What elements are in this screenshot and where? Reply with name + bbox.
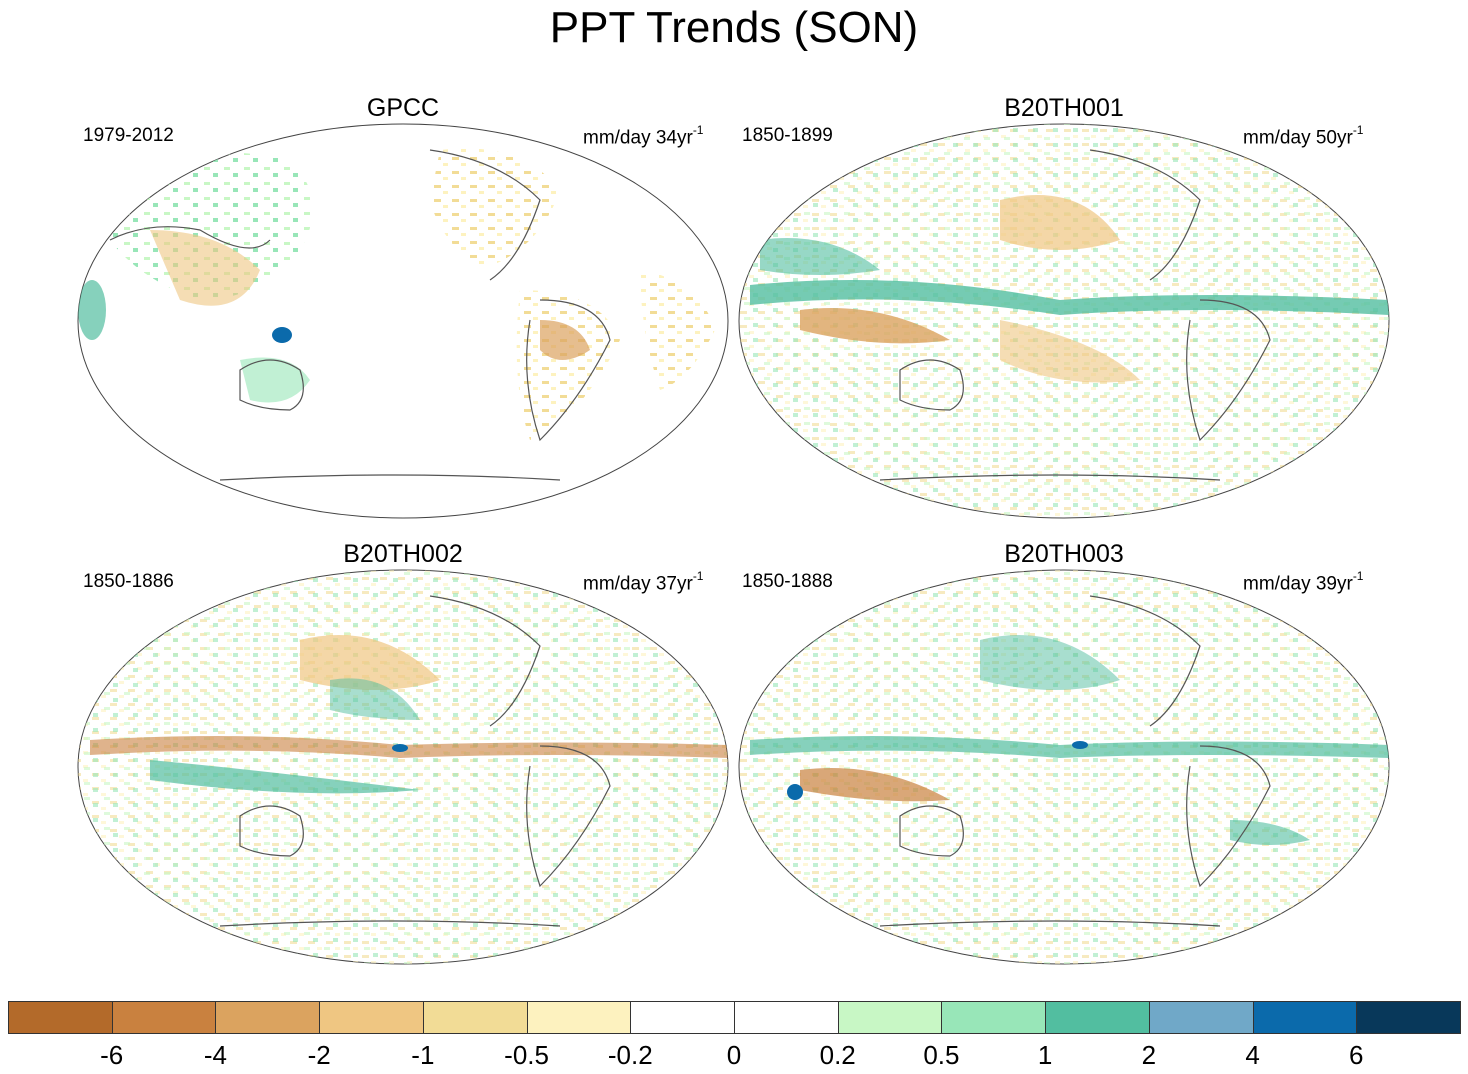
period-label: 1850-1899 bbox=[742, 125, 833, 146]
colorbar-tick-label: -0.5 bbox=[504, 1040, 549, 1070]
colorbar-tick-label: 2 bbox=[1141, 1040, 1157, 1070]
colorbar-box bbox=[111, 1001, 217, 1034]
unit-label: mm/day 34yr-1 bbox=[583, 123, 704, 149]
period-label: 1979-2012 bbox=[83, 125, 174, 146]
colorbar-box bbox=[8, 1001, 113, 1034]
precip-trend-field bbox=[739, 570, 1389, 964]
colorbar-box bbox=[1148, 1001, 1254, 1034]
colorbar-tick-label: -0.2 bbox=[607, 1040, 653, 1070]
period-label: 1850-1886 bbox=[83, 571, 174, 592]
colorbar-box bbox=[422, 1001, 528, 1034]
period-label: 1850-1888 bbox=[742, 571, 833, 592]
colorbar-box bbox=[526, 1001, 632, 1034]
colorbar-tick-label: 0 bbox=[726, 1040, 742, 1070]
colorbar-tick-label: 4 bbox=[1245, 1040, 1260, 1070]
colorbar-tick-label: -4 bbox=[203, 1040, 227, 1070]
map-panel-gpcc bbox=[77, 123, 729, 519]
precip-trend-field bbox=[78, 570, 728, 964]
coastlines bbox=[109, 149, 611, 481]
map-panel-b20th003 bbox=[738, 569, 1390, 965]
colorbar-tick-label: 0.5 bbox=[923, 1040, 960, 1070]
colorbar-box bbox=[941, 1001, 1047, 1034]
coastlines bbox=[879, 149, 1271, 481]
unit-label: mm/day 39yr-1 bbox=[1243, 569, 1364, 595]
map-panel-b20th002 bbox=[77, 569, 729, 965]
coastlines bbox=[219, 595, 611, 927]
colorbar-box bbox=[630, 1001, 735, 1034]
map-panel-b20th001 bbox=[738, 123, 1390, 519]
colorbar-tick-label: 6 bbox=[1349, 1040, 1364, 1070]
panel-title-b20th003: B20TH003 bbox=[1004, 540, 1124, 568]
colorbar-box bbox=[215, 1001, 321, 1034]
colorbar-tick-label: -1 bbox=[411, 1040, 435, 1070]
colorbar-tick-label: -2 bbox=[307, 1040, 331, 1070]
colorbar-box bbox=[1045, 1001, 1150, 1034]
colorbar bbox=[8, 1001, 1461, 1035]
colorbar-box bbox=[1356, 1001, 1461, 1034]
colorbar-tick-label: 0.2 bbox=[819, 1040, 856, 1070]
figure-title: PPT Trends (SON) bbox=[549, 3, 919, 52]
colorbar-tick-label: 1 bbox=[1037, 1040, 1053, 1070]
colorbar-box bbox=[734, 1001, 839, 1034]
panel-title-b20th002: B20TH002 bbox=[343, 540, 463, 568]
panel-title-gpcc: GPCC bbox=[366, 94, 440, 122]
colorbar-box bbox=[1252, 1001, 1358, 1034]
colorbar-box bbox=[319, 1001, 424, 1034]
colorbar-box bbox=[837, 1001, 943, 1034]
precip-trend-field bbox=[739, 124, 1389, 518]
panel-title-b20th001: B20TH001 bbox=[1004, 94, 1124, 122]
unit-label: mm/day 50yr-1 bbox=[1243, 123, 1364, 149]
colorbar-tick-label: -6 bbox=[100, 1040, 124, 1070]
unit-label: mm/day 37yr-1 bbox=[583, 569, 704, 595]
coastlines bbox=[879, 595, 1271, 927]
